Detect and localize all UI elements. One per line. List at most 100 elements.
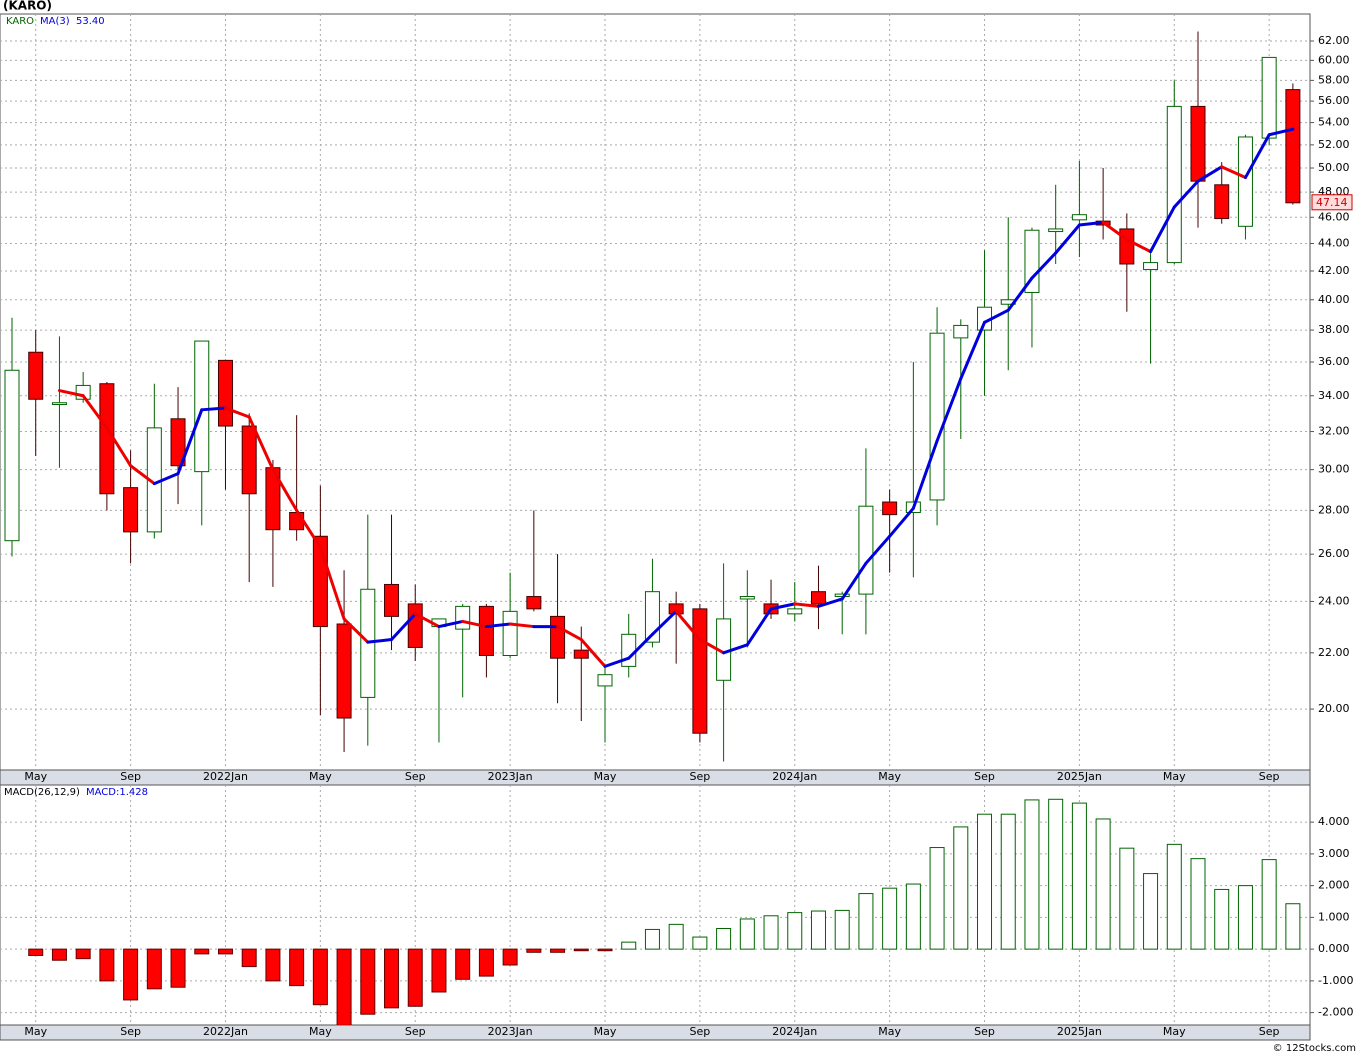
macd-bar bbox=[1000, 813, 1016, 950]
y-tick-label: 0.000 bbox=[1318, 942, 1350, 955]
ma-line bbox=[176, 408, 204, 476]
ma-line bbox=[840, 561, 868, 601]
candle-body bbox=[123, 487, 139, 533]
ma-line bbox=[959, 320, 987, 381]
ma-line bbox=[674, 609, 702, 642]
macd-bar bbox=[787, 912, 803, 950]
ma-line bbox=[769, 602, 797, 611]
y-tick-label: 34.00 bbox=[1318, 389, 1350, 402]
macd-bar bbox=[644, 928, 660, 950]
candle-body bbox=[1024, 229, 1040, 293]
candle-body bbox=[597, 674, 613, 687]
candle-body bbox=[573, 649, 589, 659]
x-tick-label: May bbox=[1163, 770, 1186, 783]
y-tick-label: 1.000 bbox=[1318, 910, 1350, 923]
macd-bar bbox=[241, 948, 257, 968]
macd-bar bbox=[384, 948, 400, 1009]
ma-line bbox=[650, 609, 678, 636]
y-tick-label: 28.00 bbox=[1318, 503, 1350, 516]
macd-title: MACD(26,12,9) bbox=[4, 787, 80, 798]
ma-line bbox=[508, 622, 536, 629]
ma-line bbox=[461, 619, 488, 629]
macd-bar bbox=[51, 948, 67, 961]
ma-line bbox=[745, 607, 773, 647]
macd-bar bbox=[360, 948, 376, 1015]
y-tick-label: 4.000 bbox=[1318, 815, 1350, 828]
x-tick-label: May bbox=[878, 1025, 901, 1038]
candle-body bbox=[407, 603, 423, 648]
macd-legend: MACD:1.428 bbox=[86, 787, 148, 798]
macd-bar bbox=[170, 948, 186, 988]
x-axis-strip bbox=[0, 769, 1311, 786]
ma-line bbox=[318, 545, 346, 621]
candle-body bbox=[28, 351, 44, 400]
macd-panel bbox=[0, 784, 1311, 1026]
candle-body bbox=[1048, 228, 1064, 233]
candle-body bbox=[882, 501, 898, 516]
y-tick-label: 36.00 bbox=[1318, 355, 1350, 368]
ma-line bbox=[1243, 133, 1271, 180]
candle-body bbox=[929, 332, 945, 501]
ma-line bbox=[722, 643, 749, 655]
x-tick-label: Sep bbox=[974, 1025, 995, 1038]
ma-line bbox=[603, 656, 631, 668]
macd-bar bbox=[478, 948, 494, 977]
candle-body bbox=[384, 583, 400, 617]
macd-bar bbox=[431, 948, 447, 993]
candle-body bbox=[51, 402, 67, 406]
y-tick-label: 42.00 bbox=[1318, 264, 1350, 277]
x-tick-label: 2024Jan bbox=[772, 1025, 817, 1038]
candle-body bbox=[1166, 105, 1182, 264]
y-tick-label: 2.000 bbox=[1318, 879, 1350, 892]
x-tick-label: May bbox=[309, 770, 332, 783]
x-tick-label: 2023Jan bbox=[488, 770, 533, 783]
macd-bar bbox=[1119, 847, 1135, 950]
ma-line bbox=[935, 377, 963, 443]
y-tick-label: 52.00 bbox=[1318, 138, 1350, 151]
x-tick-label: May bbox=[1163, 1025, 1186, 1038]
ma-line bbox=[1030, 251, 1058, 280]
x-tick-label: May bbox=[309, 1025, 332, 1038]
y-tick-label: 20.00 bbox=[1318, 702, 1350, 715]
macd-bar bbox=[123, 948, 139, 1001]
x-tick-label: Sep bbox=[405, 1025, 426, 1038]
y-tick-label: 22.00 bbox=[1318, 646, 1350, 659]
macd-bar bbox=[1237, 885, 1253, 950]
x-tick-label: 2022Jan bbox=[203, 770, 248, 783]
ma-line bbox=[1054, 223, 1081, 255]
macd-bar bbox=[1261, 859, 1277, 950]
candle-body bbox=[170, 418, 186, 467]
macd-bar bbox=[1143, 873, 1159, 950]
candle-body bbox=[336, 623, 352, 719]
macd-bar bbox=[502, 948, 518, 966]
macd-bar bbox=[1095, 818, 1111, 950]
ma-line bbox=[295, 508, 322, 549]
ma-line bbox=[793, 602, 820, 608]
macd-bar bbox=[573, 948, 589, 952]
macd-bar bbox=[882, 887, 898, 950]
x-tick-label: Sep bbox=[1259, 1025, 1280, 1038]
last-price-box bbox=[1311, 194, 1353, 211]
macd-bar bbox=[716, 927, 732, 950]
x-tick-label: Sep bbox=[690, 1025, 711, 1038]
candle-body bbox=[550, 615, 566, 659]
candle-body bbox=[99, 383, 115, 495]
ma-line bbox=[1149, 205, 1176, 254]
x-tick-label: 2024Jan bbox=[772, 770, 817, 783]
ma-line bbox=[271, 468, 299, 512]
x-axis-strip bbox=[0, 1024, 1311, 1041]
candle-body bbox=[217, 359, 233, 427]
macd-bar bbox=[1071, 802, 1087, 950]
macd-bar bbox=[692, 936, 708, 950]
macd-bar bbox=[312, 948, 328, 1006]
ma-line bbox=[1125, 237, 1153, 254]
ma-line bbox=[1220, 165, 1247, 180]
ma-line bbox=[390, 612, 417, 642]
candle-body bbox=[668, 603, 684, 615]
macd-bar bbox=[407, 948, 423, 1007]
y-tick-label: 58.00 bbox=[1318, 73, 1350, 86]
x-tick-label: May bbox=[594, 1025, 617, 1038]
y-tick-label: 46.00 bbox=[1318, 210, 1350, 223]
macd-bar bbox=[929, 847, 945, 950]
macd-bar bbox=[99, 948, 115, 982]
